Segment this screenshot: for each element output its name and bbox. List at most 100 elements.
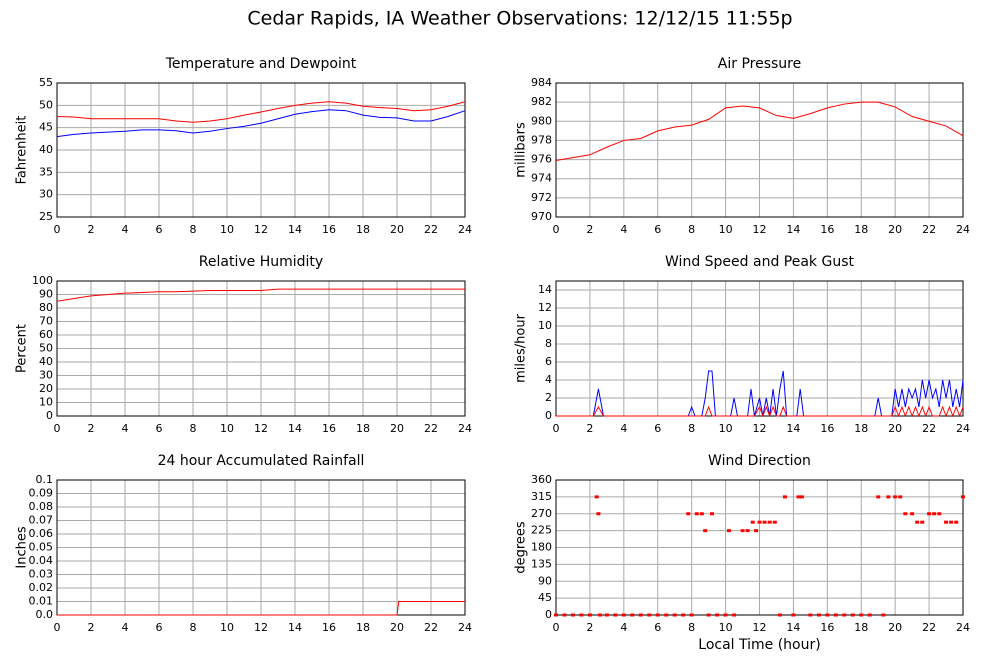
y-tick-label: 970 [531, 210, 552, 223]
data-point [579, 613, 584, 617]
x-tick-label: 10 [220, 621, 234, 634]
y-tick-label: 6 [545, 355, 552, 368]
data-point [706, 613, 711, 617]
y-tick-label: 4 [545, 373, 552, 386]
data-point [859, 613, 864, 617]
x-tick-label: 24 [458, 223, 472, 236]
data-line [555, 101, 964, 162]
x-tick-label: 12 [254, 223, 268, 236]
data-point [740, 529, 745, 533]
x-tick-label: 18 [356, 223, 370, 236]
y-tick-label: 0.07 [29, 514, 54, 527]
main-title: Cedar Rapids, IA Weather Observations: 1… [247, 8, 792, 30]
plot-frame [555, 82, 964, 218]
data-point [876, 495, 881, 499]
x-tick-label: 16 [820, 422, 834, 435]
data-point [825, 613, 830, 617]
x-tick-label: 2 [88, 422, 95, 435]
data-point [694, 512, 699, 516]
data-point [570, 613, 575, 617]
x-tick-label: 16 [322, 422, 336, 435]
chart-title: Wind Direction [708, 453, 811, 469]
x-tick-label: 22 [424, 223, 438, 236]
y-tick-label: 315 [531, 490, 552, 503]
y-tick-label: 980 [531, 114, 552, 127]
x-tick-label: 24 [956, 223, 970, 236]
data-point [799, 495, 804, 499]
y-tick-label: 40 [39, 355, 53, 368]
x-tick-label: 6 [654, 621, 661, 634]
x-tick-label: 20 [390, 621, 404, 634]
data-point [726, 529, 731, 533]
x-tick-label: 12 [254, 621, 268, 634]
y-tick-label: 10 [538, 319, 552, 332]
data-point [689, 613, 694, 617]
x-tick-label: 4 [620, 223, 627, 236]
data-point [664, 613, 669, 617]
y-tick-label: 90 [538, 574, 552, 587]
data-point [782, 495, 787, 499]
x-tick-label: 18 [356, 422, 370, 435]
y-tick-label: 20 [39, 382, 53, 395]
y-tick-label: 0.0 [36, 608, 54, 621]
x-tick-label: 0 [553, 621, 560, 634]
data-point [647, 613, 652, 617]
x-tick-label: 4 [122, 223, 129, 236]
data-point [710, 512, 715, 516]
y-tick-label: 0.04 [29, 554, 54, 567]
y-tick-label: 50 [39, 98, 53, 111]
y-tick-label: 50 [39, 342, 53, 355]
y-tick-label: 972 [531, 191, 552, 204]
y-tick-label: 180 [531, 541, 552, 554]
x-tick-label: 16 [820, 223, 834, 236]
data-point [655, 613, 660, 617]
x-tick-label: 0 [54, 621, 61, 634]
chart-title: Air Pressure [718, 56, 801, 72]
x-tick-label: 16 [322, 223, 336, 236]
x-tick-label: 20 [888, 621, 902, 634]
x-tick-label: 14 [786, 621, 800, 634]
chart-title: 24 hour Accumulated Rainfall [158, 453, 365, 469]
data-point [961, 495, 965, 499]
x-tick-label: 6 [654, 422, 661, 435]
data-line [556, 405, 964, 418]
data-line [56, 101, 466, 123]
y-axis-label: millibars [514, 122, 529, 178]
y-tick-label: 0.02 [29, 581, 54, 594]
x-tick-label: 12 [753, 621, 767, 634]
x-tick-label: 0 [553, 422, 560, 435]
data-point [562, 613, 567, 617]
data-point [898, 495, 903, 499]
x-tick-label: 2 [88, 223, 95, 236]
x-tick-label: 24 [956, 621, 970, 634]
y-axis-label: miles/hour [514, 313, 529, 382]
x-tick-label: 10 [719, 223, 733, 236]
data-point [754, 529, 759, 533]
data-point [867, 613, 872, 617]
data-point [723, 613, 728, 617]
x-tick-label: 18 [356, 621, 370, 634]
x-tick-label: 20 [390, 422, 404, 435]
y-axis-label: degrees [514, 521, 529, 574]
y-tick-label: 30 [39, 369, 53, 382]
data-point [630, 613, 635, 617]
data-point [915, 520, 920, 524]
x-tick-label: 16 [820, 621, 834, 634]
x-tick-label: 24 [956, 422, 970, 435]
x-tick-label: 8 [688, 621, 695, 634]
y-tick-label: 40 [39, 143, 53, 156]
y-tick-label: 35 [39, 165, 53, 178]
y-tick-label: 55 [39, 76, 53, 89]
data-point [833, 613, 838, 617]
x-tick-label: 0 [54, 422, 61, 435]
data-point [920, 520, 925, 524]
x-tick-label: 6 [156, 422, 163, 435]
x-tick-label: 12 [753, 223, 767, 236]
data-point [604, 613, 609, 617]
x-tick-label: 24 [458, 621, 472, 634]
x-tick-label: 2 [586, 223, 593, 236]
y-tick-label: 0 [545, 409, 552, 422]
data-point [715, 613, 720, 617]
data-point [881, 613, 886, 617]
